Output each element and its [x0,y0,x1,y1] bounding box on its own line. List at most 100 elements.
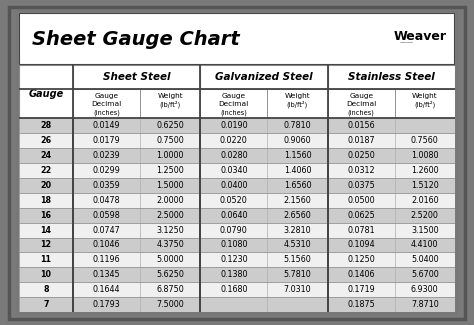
Bar [267,267,328,282]
Text: 2.5200: 2.5200 [411,211,439,220]
Bar [267,163,328,178]
Text: Weight: Weight [285,93,310,99]
Bar [201,267,267,282]
Bar [140,148,201,163]
Text: 0.7810: 0.7810 [283,121,311,130]
Bar [267,89,328,118]
Bar [394,148,455,163]
Text: 2.6560: 2.6560 [283,211,311,220]
Bar [328,193,394,208]
Text: 2.0160: 2.0160 [411,196,438,205]
Text: 0.0280: 0.0280 [220,151,247,160]
Text: 0.7500: 0.7500 [156,136,184,145]
Bar [267,133,328,148]
Bar [267,148,328,163]
Bar [394,253,455,267]
Text: 1.4060: 1.4060 [284,166,311,175]
Text: Galvanized Steel: Galvanized Steel [215,72,313,82]
Text: 0.1680: 0.1680 [220,285,247,294]
Text: 26: 26 [40,136,52,145]
Bar [140,282,201,297]
Bar [394,178,455,193]
Text: 0.1644: 0.1644 [93,285,120,294]
Text: 0.0187: 0.0187 [347,136,375,145]
Text: 0.6250: 0.6250 [156,121,184,130]
Bar [201,89,267,118]
Text: 7: 7 [43,300,49,309]
Text: 1.0000: 1.0000 [156,151,184,160]
Text: 0.1380: 0.1380 [220,270,247,279]
Bar [140,193,201,208]
Text: 5.0000: 5.0000 [156,255,184,264]
Text: 4.4100: 4.4100 [411,240,438,250]
Bar [19,118,73,133]
Text: 7.8710: 7.8710 [411,300,438,309]
Bar [328,297,394,312]
Text: 0.1046: 0.1046 [93,240,120,250]
Text: 7.0310: 7.0310 [283,285,311,294]
Bar [19,148,73,163]
Text: 1.5000: 1.5000 [156,181,184,190]
Text: 0.0220: 0.0220 [220,136,248,145]
Bar [73,65,201,89]
Bar [140,208,201,223]
Text: (inches): (inches) [220,110,247,116]
Text: 0.1719: 0.1719 [347,285,375,294]
Text: Gauge: Gauge [94,93,118,99]
Text: 14: 14 [40,226,52,235]
Text: (lb/ft²): (lb/ft²) [414,101,436,108]
Text: 18: 18 [40,196,52,205]
Text: 0.0625: 0.0625 [347,211,375,220]
Text: 5.6700: 5.6700 [411,270,438,279]
Text: 20: 20 [40,181,52,190]
Bar [201,65,328,89]
Bar [394,297,455,312]
Bar [140,238,201,253]
Bar [328,208,394,223]
Bar [201,238,267,253]
Bar [73,133,140,148]
Bar [73,178,140,193]
Bar [140,89,201,118]
Text: 0.0156: 0.0156 [347,121,375,130]
Text: Weaver: Weaver [393,30,447,43]
Text: 0.0149: 0.0149 [93,121,120,130]
Bar [328,238,394,253]
Text: 0.1875: 0.1875 [347,300,375,309]
Bar [394,89,455,118]
Text: Weight: Weight [412,93,438,99]
Bar [394,267,455,282]
Bar [267,118,328,133]
Bar [201,148,267,163]
Bar [394,282,455,297]
Bar [201,253,267,267]
Text: 3.1500: 3.1500 [411,226,438,235]
Bar [73,253,140,267]
Text: 8: 8 [43,285,49,294]
Text: 0.1230: 0.1230 [220,255,247,264]
Bar [19,193,73,208]
Text: 0.1094: 0.1094 [347,240,375,250]
Bar [140,253,201,267]
Text: 5.7810: 5.7810 [283,270,311,279]
Text: 0.0179: 0.0179 [92,136,120,145]
Text: 0.0340: 0.0340 [220,166,247,175]
Text: 0.0598: 0.0598 [92,211,120,220]
Text: 22: 22 [40,166,52,175]
Bar [73,163,140,178]
Text: 0.0239: 0.0239 [92,151,120,160]
Text: 0.0359: 0.0359 [92,181,120,190]
Bar [73,89,140,118]
Bar [73,148,140,163]
Text: 5.1560: 5.1560 [283,255,311,264]
Bar [328,163,394,178]
Bar [73,297,140,312]
Bar [328,223,394,238]
Bar [394,238,455,253]
Text: 7.5000: 7.5000 [156,300,184,309]
Text: 0.1406: 0.1406 [347,270,375,279]
Bar [394,208,455,223]
Bar [201,297,267,312]
Text: 0.0375: 0.0375 [347,181,375,190]
Text: ——: —— [400,39,414,45]
